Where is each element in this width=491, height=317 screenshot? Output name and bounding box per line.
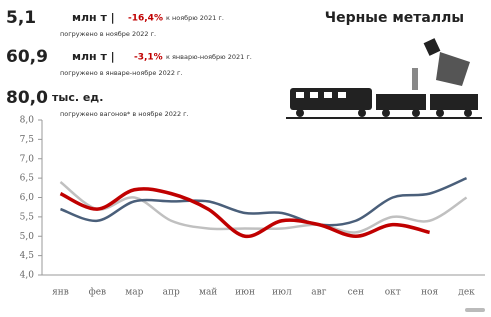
y-tick-label: 7,5 (20, 135, 35, 145)
x-tick-label: мар (125, 288, 143, 298)
stat-change: -16,4% (128, 14, 163, 24)
stat-note: погружено в ноябре 2022 г. (60, 30, 156, 38)
y-tick-label: 5,5 (20, 212, 35, 222)
stat-note: погружено вагонов* в ноябре 2022 г. (60, 110, 189, 118)
stat-unit: тыс. ед. (52, 91, 103, 104)
stat-compare: к ноябрю 2021 г. (166, 14, 224, 22)
x-tick-label: фев (89, 288, 106, 298)
y-tick-label: 4,0 (20, 271, 35, 281)
x-tick-label: дек (458, 288, 475, 298)
stat-note: погружено в январе-ноябре 2022 г. (60, 69, 183, 77)
y-tick-label: 8,0 (20, 116, 35, 126)
x-tick-label: июн (235, 288, 255, 298)
y-tick-label: 6,0 (20, 193, 35, 203)
stat-change: -3,1% (134, 53, 163, 63)
x-tick-label: янв (52, 288, 69, 298)
stat-value: 5,1 (6, 8, 36, 28)
scroll-indicator (465, 308, 485, 312)
x-tick-label: май (199, 288, 217, 298)
y-tick-label: 7,0 (20, 154, 35, 164)
x-tick-label: ноя (421, 288, 438, 298)
stat-value: 80,0 (6, 88, 48, 108)
train-icon (286, 38, 482, 119)
stat-unit: млн т | (72, 11, 115, 24)
y-tick-label: 4,5 (20, 251, 35, 261)
x-tick-label: авг (311, 288, 326, 298)
x-tick-label: июл (272, 288, 292, 298)
chart: Черные металлы 5,1 млн т | -16,4% к нояб… (0, 0, 491, 317)
stat-compare: к январю-ноябрю 2021 г. (166, 53, 252, 61)
y-tick-label: 6,5 (20, 174, 35, 184)
x-tick-label: сен (348, 288, 364, 298)
x-tick-label: апр (163, 288, 180, 298)
stat-unit: млн т | (72, 50, 115, 63)
title: Черные металлы (325, 10, 464, 26)
page: Черные металлы 5,1 млн т | -16,4% к нояб… (0, 0, 491, 317)
y-tick-label: 5,0 (20, 232, 35, 242)
stat-value: 60,9 (6, 47, 48, 67)
x-tick-label: окт (385, 288, 401, 298)
